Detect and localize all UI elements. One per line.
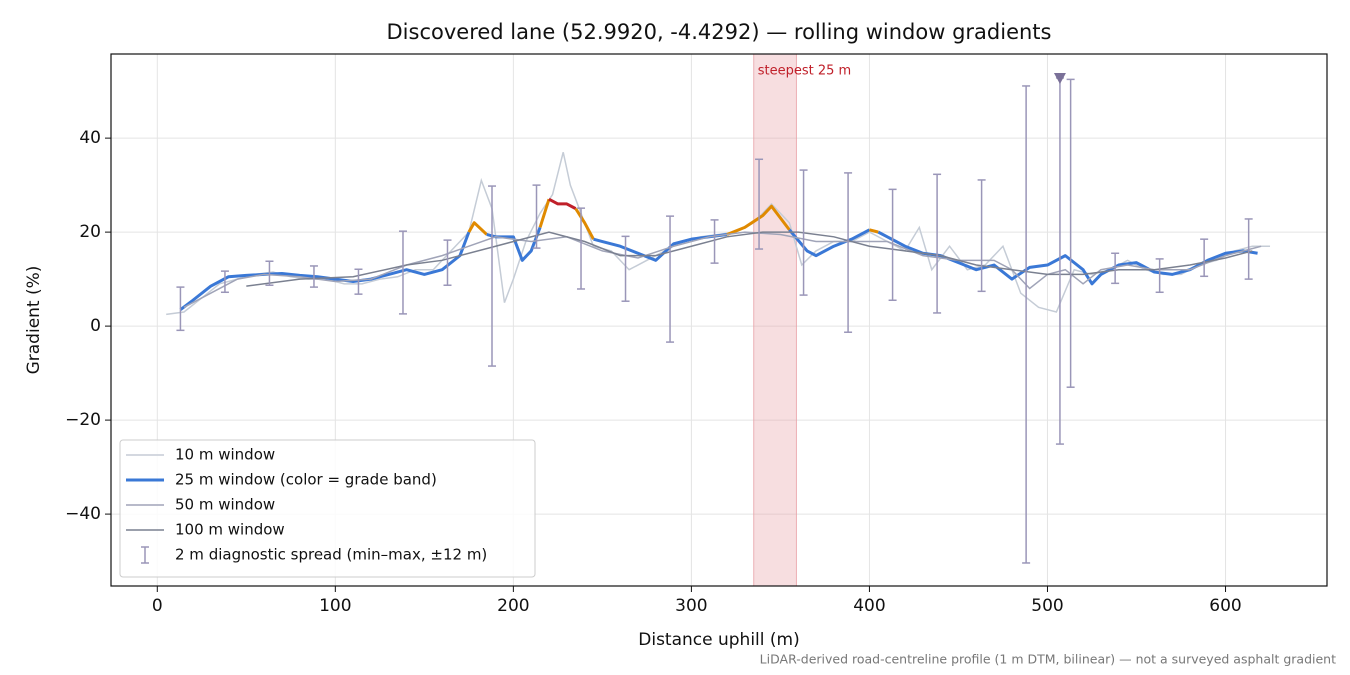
line	[246, 231, 1253, 287]
line	[166, 152, 1271, 316]
legend-label: 100 m window	[175, 521, 285, 539]
line-segment	[726, 204, 791, 236]
footnote: LiDAR-derived road-centreline profile (1…	[760, 652, 1336, 667]
x-axis-label: Distance uphill (m)	[638, 630, 799, 650]
y-tick-label: −20	[65, 410, 101, 430]
y-tick-label: 20	[79, 222, 101, 242]
y-tick-label: 40	[79, 128, 101, 148]
line-segment	[593, 232, 728, 262]
y-axis-label: Gradient (%)	[24, 266, 44, 375]
legend-label: 2 m diagnostic spread (min–max, ±12 m)	[175, 546, 487, 564]
line-segment	[486, 226, 542, 262]
line-segment	[538, 198, 551, 228]
x-tick-label: 600	[1209, 596, 1241, 616]
x-tick-label: 0	[152, 596, 163, 616]
marker	[1053, 72, 1066, 84]
x-tick-label: 400	[853, 596, 885, 616]
x-tick-label: 100	[319, 596, 351, 616]
plot-frame	[110, 53, 1328, 587]
line-segment	[869, 228, 879, 234]
legend-label: 25 m window (color = grade band)	[175, 471, 437, 489]
legend-label: 10 m window	[175, 446, 275, 464]
x-tick-label: 300	[675, 596, 707, 616]
line-segment	[574, 207, 595, 240]
y-tick-label: −40	[65, 504, 101, 524]
plot	[111, 54, 1327, 586]
line	[183, 231, 1262, 308]
x-tick-label: 500	[1031, 596, 1063, 616]
legend-label: 50 m window	[175, 496, 275, 514]
highlight-label: steepest 25 m	[758, 64, 851, 79]
chart-title: Discovered lane (52.9920, -4.4292) — rol…	[387, 20, 1052, 44]
y-tick-label: 0	[90, 316, 101, 336]
legend-box	[119, 439, 536, 578]
line-segment	[548, 197, 577, 210]
line-segment	[467, 221, 488, 236]
x-tick-label: 200	[497, 596, 529, 616]
highlight-band	[753, 54, 797, 586]
